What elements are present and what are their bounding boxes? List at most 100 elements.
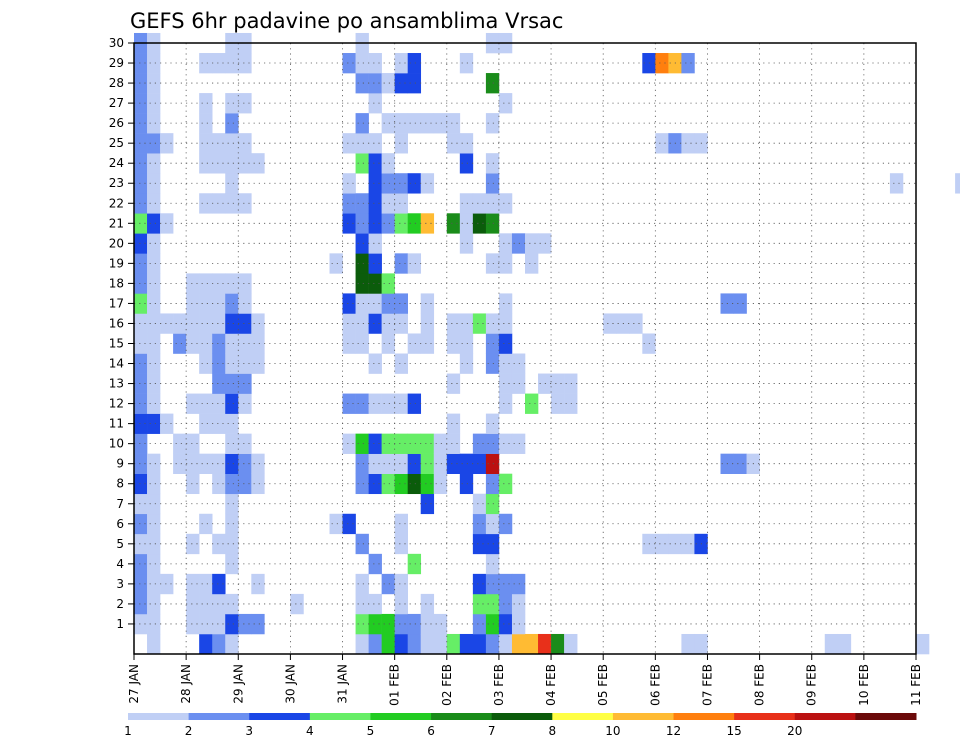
- heatmap-cell: [433, 453, 448, 474]
- heatmap-cell: [186, 393, 200, 414]
- color-bar-segment: [855, 713, 917, 720]
- heatmap-cell: [459, 333, 474, 354]
- color-bar-segment: [370, 713, 432, 720]
- heatmap-cell: [420, 293, 435, 314]
- heatmap-cell: [225, 553, 239, 575]
- heatmap-cell: [329, 513, 343, 535]
- heatmap-cell: [629, 313, 643, 334]
- heatmap-cell: [459, 133, 474, 154]
- heatmap-cell: [485, 313, 500, 334]
- heatmap-cell: [407, 73, 422, 94]
- heatmap-cell: [368, 233, 382, 254]
- heatmap-cell: [342, 313, 356, 334]
- heatmap-cell: [381, 453, 395, 474]
- x-tick-label: 03 FEB: [492, 664, 506, 706]
- heatmap-cell: [368, 133, 382, 154]
- heatmap-cell: [394, 173, 408, 194]
- heatmap-cell: [407, 553, 422, 575]
- heatmap-cell: [173, 433, 187, 454]
- heatmap-cell: [238, 353, 252, 374]
- color-bar-segment: [794, 713, 856, 720]
- heatmap-cell: [681, 133, 695, 154]
- heatmap-cell: [147, 453, 161, 474]
- heatmap-cell: [498, 313, 513, 334]
- heatmap-cell: [485, 193, 500, 214]
- heatmap-cell: [147, 153, 161, 174]
- heatmap-cell: [394, 73, 408, 94]
- heatmap-cell: [407, 213, 422, 234]
- y-tick-label: 23: [109, 176, 124, 190]
- y-tick-label: 25: [109, 136, 124, 150]
- heatmap-cell: [407, 633, 422, 655]
- heatmap-cell: [134, 53, 148, 74]
- heatmap-cell: [368, 173, 382, 194]
- heatmap-cell: [212, 373, 226, 394]
- heatmap-cell: [134, 73, 148, 94]
- heatmap-cell: [420, 493, 435, 515]
- heatmap-cell: [498, 573, 513, 595]
- x-tick-label: 06 FEB: [648, 664, 662, 706]
- heatmap-cell: [420, 453, 435, 474]
- heatmap-cell: [134, 593, 148, 615]
- heatmap-cell: [173, 313, 187, 334]
- heatmap-cell: [251, 613, 265, 635]
- heatmap-cell: [655, 533, 669, 555]
- color-bar-segment: [734, 713, 796, 720]
- heatmap-cell: [394, 393, 408, 414]
- heatmap-cell: [498, 473, 513, 495]
- heatmap-cell: [199, 633, 213, 655]
- heatmap-cell: [134, 413, 148, 434]
- heatmap-cell: [238, 373, 252, 394]
- x-tick-label: 01 FEB: [388, 664, 402, 706]
- heatmap-cell: [212, 393, 226, 414]
- heatmap-cell: [368, 453, 382, 474]
- heatmap-cell: [485, 533, 500, 555]
- heatmap-cell: [134, 233, 148, 254]
- chart-title: GEFS 6hr padavine po ansamblima Vrsac: [130, 9, 563, 33]
- x-tick-label: 07 FEB: [700, 664, 714, 706]
- heatmap-cell: [238, 53, 252, 74]
- color-bar-segment: [309, 713, 371, 720]
- heatmap-cell: [147, 473, 161, 495]
- heatmap-cell: [485, 113, 500, 134]
- x-tick-label: 04 FEB: [544, 664, 558, 706]
- y-tick-label: 27: [109, 96, 124, 110]
- heatmap-cell: [186, 573, 200, 595]
- y-tick-label: 15: [109, 336, 124, 350]
- heatmap-cell: [134, 473, 148, 495]
- heatmap-cell: [498, 233, 513, 254]
- heatmap-cell: [199, 273, 213, 294]
- color-bar-segment: [612, 713, 675, 720]
- heatmap-cell: [134, 113, 148, 134]
- y-tick-label: 5: [116, 537, 124, 551]
- x-tick-label: 08 FEB: [753, 664, 767, 706]
- heatmap-cell: [394, 533, 408, 555]
- heatmap-cell: [446, 413, 461, 434]
- heatmap-cell: [485, 573, 500, 595]
- heatmap-cell: [394, 473, 408, 495]
- heatmap-cell: [251, 153, 265, 174]
- heatmap-cell: [525, 253, 539, 274]
- heatmap-cell: [459, 633, 474, 655]
- color-bar-label: 15: [727, 724, 742, 738]
- heatmap-cell: [173, 333, 187, 354]
- heatmap-cell: [199, 353, 213, 374]
- x-tick-label: 02 FEB: [440, 664, 454, 706]
- heatmap-cell: [199, 313, 213, 334]
- heatmap-cell: [381, 153, 395, 174]
- y-tick-label: 11: [109, 417, 124, 431]
- heatmap-cell: [342, 173, 356, 194]
- heatmap-cell: [134, 493, 148, 515]
- heatmap-cell: [394, 573, 408, 595]
- heatmap-cell: [955, 173, 960, 194]
- heatmap-cell: [472, 633, 487, 655]
- heatmap-cell: [212, 593, 226, 615]
- heatmap-cell: [394, 353, 408, 374]
- heatmap-cell: [551, 633, 565, 655]
- heatmap-cell: [472, 213, 487, 234]
- heatmap-cell: [225, 453, 239, 474]
- heatmap-cell: [134, 173, 148, 194]
- heatmap-cell: [199, 293, 213, 314]
- heatmap-cell: [147, 273, 161, 294]
- heatmap-cell: [381, 273, 395, 294]
